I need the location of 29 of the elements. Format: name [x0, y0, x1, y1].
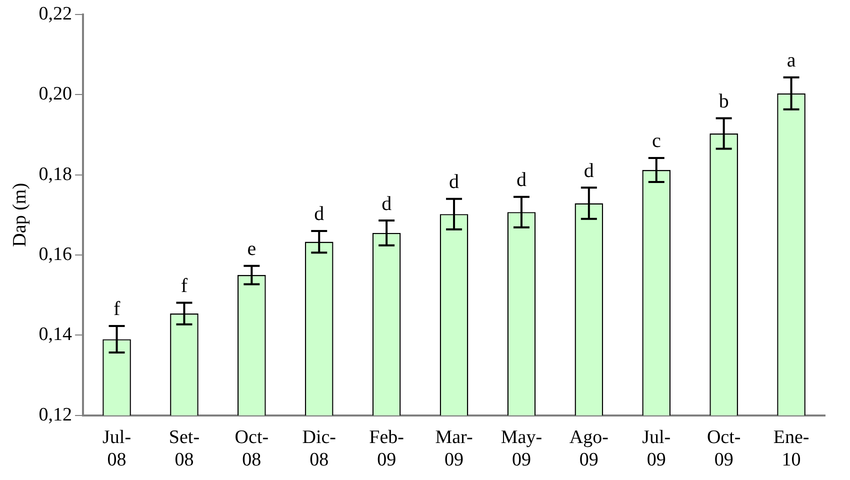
x-tick-label: Ene-10 — [773, 426, 810, 471]
annotation: f — [113, 298, 120, 320]
annotation: a — [786, 50, 796, 72]
y-tick-label: 0,20 — [38, 84, 72, 105]
y-tick-label: 0,16 — [38, 244, 72, 265]
annotation: d — [382, 192, 392, 215]
annotation: b — [718, 90, 729, 113]
x-tick-label: Feb-09 — [369, 426, 404, 471]
annotation: e — [247, 238, 256, 260]
x-tick-label: Ago-09 — [569, 426, 608, 471]
annotation: d — [516, 169, 526, 192]
x-tick-label: Mar-09 — [435, 426, 473, 471]
x-tick-label: Set-08 — [168, 426, 200, 471]
y-axis-title: Dap (m) — [9, 182, 30, 247]
y-tick-label: 0,22 — [38, 3, 72, 24]
annotation: d — [449, 171, 460, 194]
y-tick-label: 0,18 — [38, 164, 72, 185]
x-tick-label: Jul-09 — [642, 426, 671, 471]
x-tick-label: Oct-09 — [706, 426, 741, 471]
annotation: d — [314, 203, 324, 226]
annotation: d — [584, 160, 594, 182]
y-tick-label: 0,14 — [38, 324, 73, 346]
annotation: f — [180, 274, 188, 297]
x-tick-label: May-09 — [500, 426, 542, 471]
annotation: c — [652, 130, 661, 152]
x-tick-label: Jul-08 — [102, 426, 132, 471]
y-tick-label: 0,12 — [38, 404, 72, 426]
x-tick-label: Dic-08 — [302, 426, 336, 471]
x-tick-label: Oct-08 — [234, 426, 269, 471]
